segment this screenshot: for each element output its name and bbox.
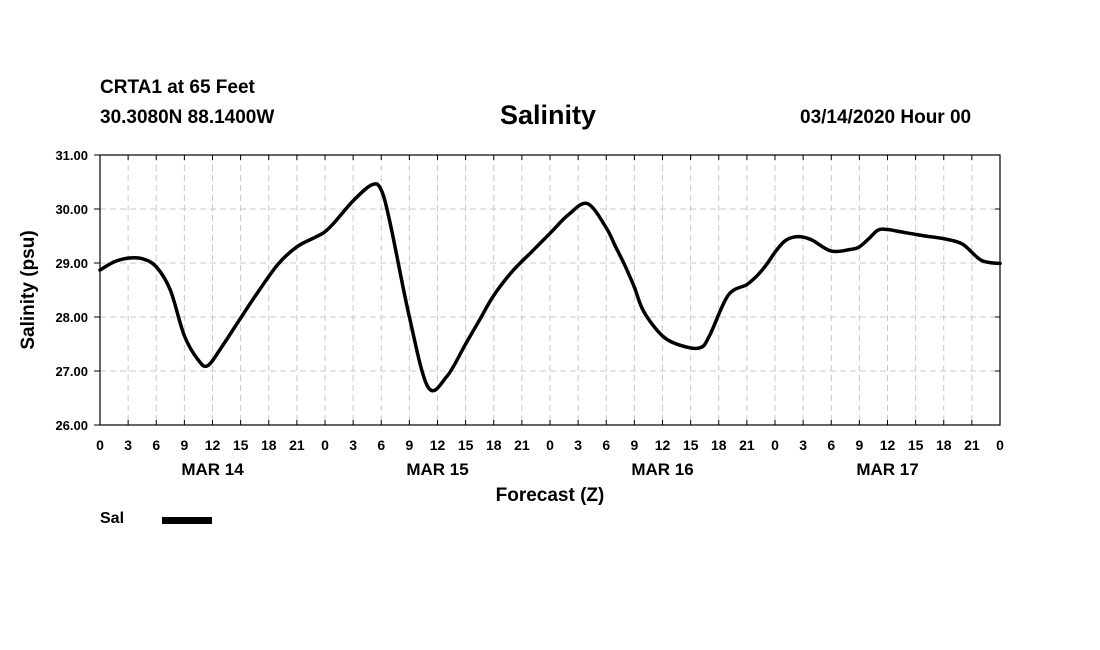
day-label: MAR 17 [856, 460, 918, 479]
x-axis-label: Forecast (Z) [496, 485, 605, 506]
x-tick-label: 6 [602, 437, 610, 453]
x-tick-label: 0 [96, 437, 104, 453]
x-tick-label: 0 [321, 437, 329, 453]
x-tick-label: 9 [405, 437, 413, 453]
x-tick-label: 21 [289, 437, 305, 453]
chart-title: Salinity [500, 100, 597, 130]
x-tick-label: 9 [630, 437, 638, 453]
x-tick-label: 18 [711, 437, 727, 453]
x-tick-label: 3 [124, 437, 132, 453]
x-tick-label: 12 [430, 437, 446, 453]
legend-label: Sal [100, 510, 125, 527]
x-tick-label: 12 [655, 437, 671, 453]
x-tick-label: 3 [799, 437, 807, 453]
x-tick-label: 12 [880, 437, 896, 453]
y-tick-label: 30.00 [55, 202, 88, 217]
y-tick-label: 31.00 [55, 148, 88, 163]
x-tick-label: 21 [514, 437, 530, 453]
y-tick-label: 27.00 [55, 364, 88, 379]
x-tick-label: 9 [180, 437, 188, 453]
x-tick-label: 15 [683, 437, 699, 453]
x-tick-label: 9 [855, 437, 863, 453]
day-label: MAR 16 [631, 460, 693, 479]
x-tick-label: 18 [486, 437, 502, 453]
coordinates-label: 30.3080N 88.1400W [100, 107, 275, 128]
series-line-sal [98, 182, 1002, 393]
day-label: MAR 15 [406, 460, 468, 479]
x-tick-label: 3 [349, 437, 357, 453]
x-tick-label: 15 [458, 437, 474, 453]
x-tick-label: 6 [377, 437, 385, 453]
y-tick-label: 28.00 [55, 310, 88, 325]
y-tick-label: 26.00 [55, 418, 88, 433]
x-tick-label: 21 [964, 437, 980, 453]
y-axis-label: Salinity (psu) [18, 230, 39, 349]
x-tick-label: 0 [771, 437, 779, 453]
x-tick-label: 3 [574, 437, 582, 453]
issued-date-label: 03/14/2020 Hour 00 [800, 107, 972, 128]
legend-swatch [162, 517, 212, 524]
x-tick-label: 6 [152, 437, 160, 453]
y-tick-label: 29.00 [55, 256, 88, 271]
x-tick-label: 18 [936, 437, 952, 453]
x-tick-label: 12 [205, 437, 221, 453]
x-tick-label: 15 [908, 437, 924, 453]
x-tick-label: 21 [739, 437, 755, 453]
x-tick-label: 18 [261, 437, 277, 453]
x-tick-label: 0 [996, 437, 1004, 453]
station-label: CRTA1 at 65 Feet [100, 77, 255, 98]
day-label: MAR 14 [181, 460, 244, 479]
x-tick-label: 6 [827, 437, 835, 453]
x-tick-label: 15 [233, 437, 249, 453]
x-tick-label: 0 [546, 437, 554, 453]
